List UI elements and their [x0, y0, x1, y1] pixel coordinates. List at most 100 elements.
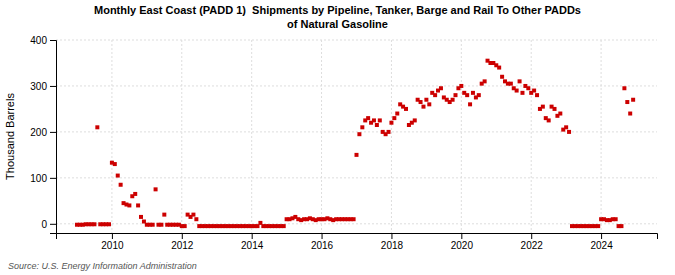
y-grid-line — [56, 131, 657, 132]
point — [194, 217, 198, 221]
point — [509, 82, 513, 86]
x-grid-line — [531, 40, 532, 233]
point — [133, 192, 137, 196]
x-tick-label: 2016 — [311, 240, 334, 251]
x-tick: 2024 — [590, 233, 613, 251]
point — [139, 215, 143, 219]
point — [497, 66, 501, 70]
x-tick: 2022 — [521, 233, 544, 251]
point — [535, 93, 539, 97]
point — [477, 93, 481, 97]
point — [360, 125, 364, 129]
x-tick-mark — [112, 233, 113, 239]
y-axis-label: Thousand Barrels — [4, 93, 16, 180]
point — [526, 86, 530, 90]
point — [159, 223, 163, 227]
x-tick-label: 2012 — [171, 240, 194, 251]
point — [468, 102, 472, 106]
y-tick-label: 300 — [30, 81, 47, 92]
point — [113, 162, 117, 166]
y-axis: 0100200300400 — [30, 35, 56, 234]
x-tick-label: 2018 — [381, 240, 404, 251]
x-tick-mark — [531, 233, 532, 239]
x-tick: 2012 — [171, 233, 194, 251]
x-grid-line — [111, 40, 112, 233]
y-tick: 400 — [30, 35, 56, 46]
y-tick: 100 — [30, 173, 56, 184]
point — [619, 224, 623, 228]
point — [500, 75, 504, 79]
y-tick-label: 100 — [30, 173, 47, 184]
x-tick: 2020 — [451, 233, 474, 251]
x-grid-line — [461, 40, 462, 233]
point — [614, 217, 618, 221]
y-tick-mark — [50, 178, 56, 179]
point — [567, 130, 571, 134]
x-tick: 2016 — [311, 233, 334, 251]
y-tick-mark — [50, 224, 56, 225]
point — [119, 183, 123, 187]
x-tick-mark — [601, 233, 602, 239]
x-tick: 2010 — [101, 233, 124, 251]
point — [95, 125, 99, 129]
title: Monthly East Coast (PADD 1) Shipments by… — [94, 4, 581, 30]
point — [419, 100, 423, 104]
x-axis-line — [57, 234, 658, 240]
point — [378, 118, 382, 122]
point — [465, 93, 469, 97]
x-tick-label: 2022 — [521, 240, 544, 251]
point — [107, 222, 111, 226]
point — [433, 93, 437, 97]
point — [127, 203, 131, 207]
point — [357, 132, 361, 136]
y-grid-line — [56, 85, 657, 86]
x-tick-mark — [391, 233, 392, 239]
point — [553, 107, 557, 111]
x-grid-line — [601, 40, 602, 233]
point — [92, 222, 96, 226]
x-axis: 2010 2012 2014 2016 2018 2020 2022 2024 — [57, 233, 658, 251]
grid — [56, 40, 657, 233]
x-tick-label: 2020 — [451, 240, 474, 251]
point — [451, 98, 455, 102]
point — [191, 213, 195, 217]
point — [483, 79, 487, 83]
y-tick-label: 400 — [30, 35, 47, 46]
x-tick-label: 2024 — [590, 240, 613, 251]
y-tick: 300 — [30, 81, 56, 92]
point — [453, 93, 457, 97]
x-tick-label: 2010 — [101, 240, 124, 251]
point — [515, 89, 519, 93]
y-tick-mark — [50, 132, 56, 133]
point — [352, 217, 356, 221]
point — [282, 224, 286, 228]
point — [520, 91, 524, 95]
point — [392, 116, 396, 120]
point — [375, 123, 379, 127]
point — [547, 118, 551, 122]
y-grid-line — [56, 40, 657, 41]
point — [631, 98, 635, 102]
point — [622, 86, 626, 90]
point — [387, 130, 391, 134]
x-grid-line — [321, 40, 322, 233]
x-grid-line — [391, 40, 392, 233]
y-tick-mark — [50, 40, 56, 41]
x-tick: 2014 — [241, 233, 264, 251]
point — [162, 213, 166, 217]
x-tick-mark — [322, 233, 323, 239]
title-line: of Natural Gasoline — [287, 18, 388, 30]
point — [424, 98, 428, 102]
point — [427, 102, 431, 106]
point — [355, 153, 359, 157]
x-tick: 2018 — [381, 233, 404, 251]
point — [558, 112, 562, 116]
x-tick-label: 2014 — [241, 240, 264, 251]
point — [596, 224, 600, 228]
y-axis-line — [50, 41, 57, 234]
point — [372, 118, 376, 122]
x-grid-line — [181, 40, 182, 233]
y-tick-label: 200 — [30, 127, 47, 138]
point — [366, 116, 370, 120]
title-line: Monthly East Coast (PADD 1) Shipments by… — [94, 4, 581, 16]
